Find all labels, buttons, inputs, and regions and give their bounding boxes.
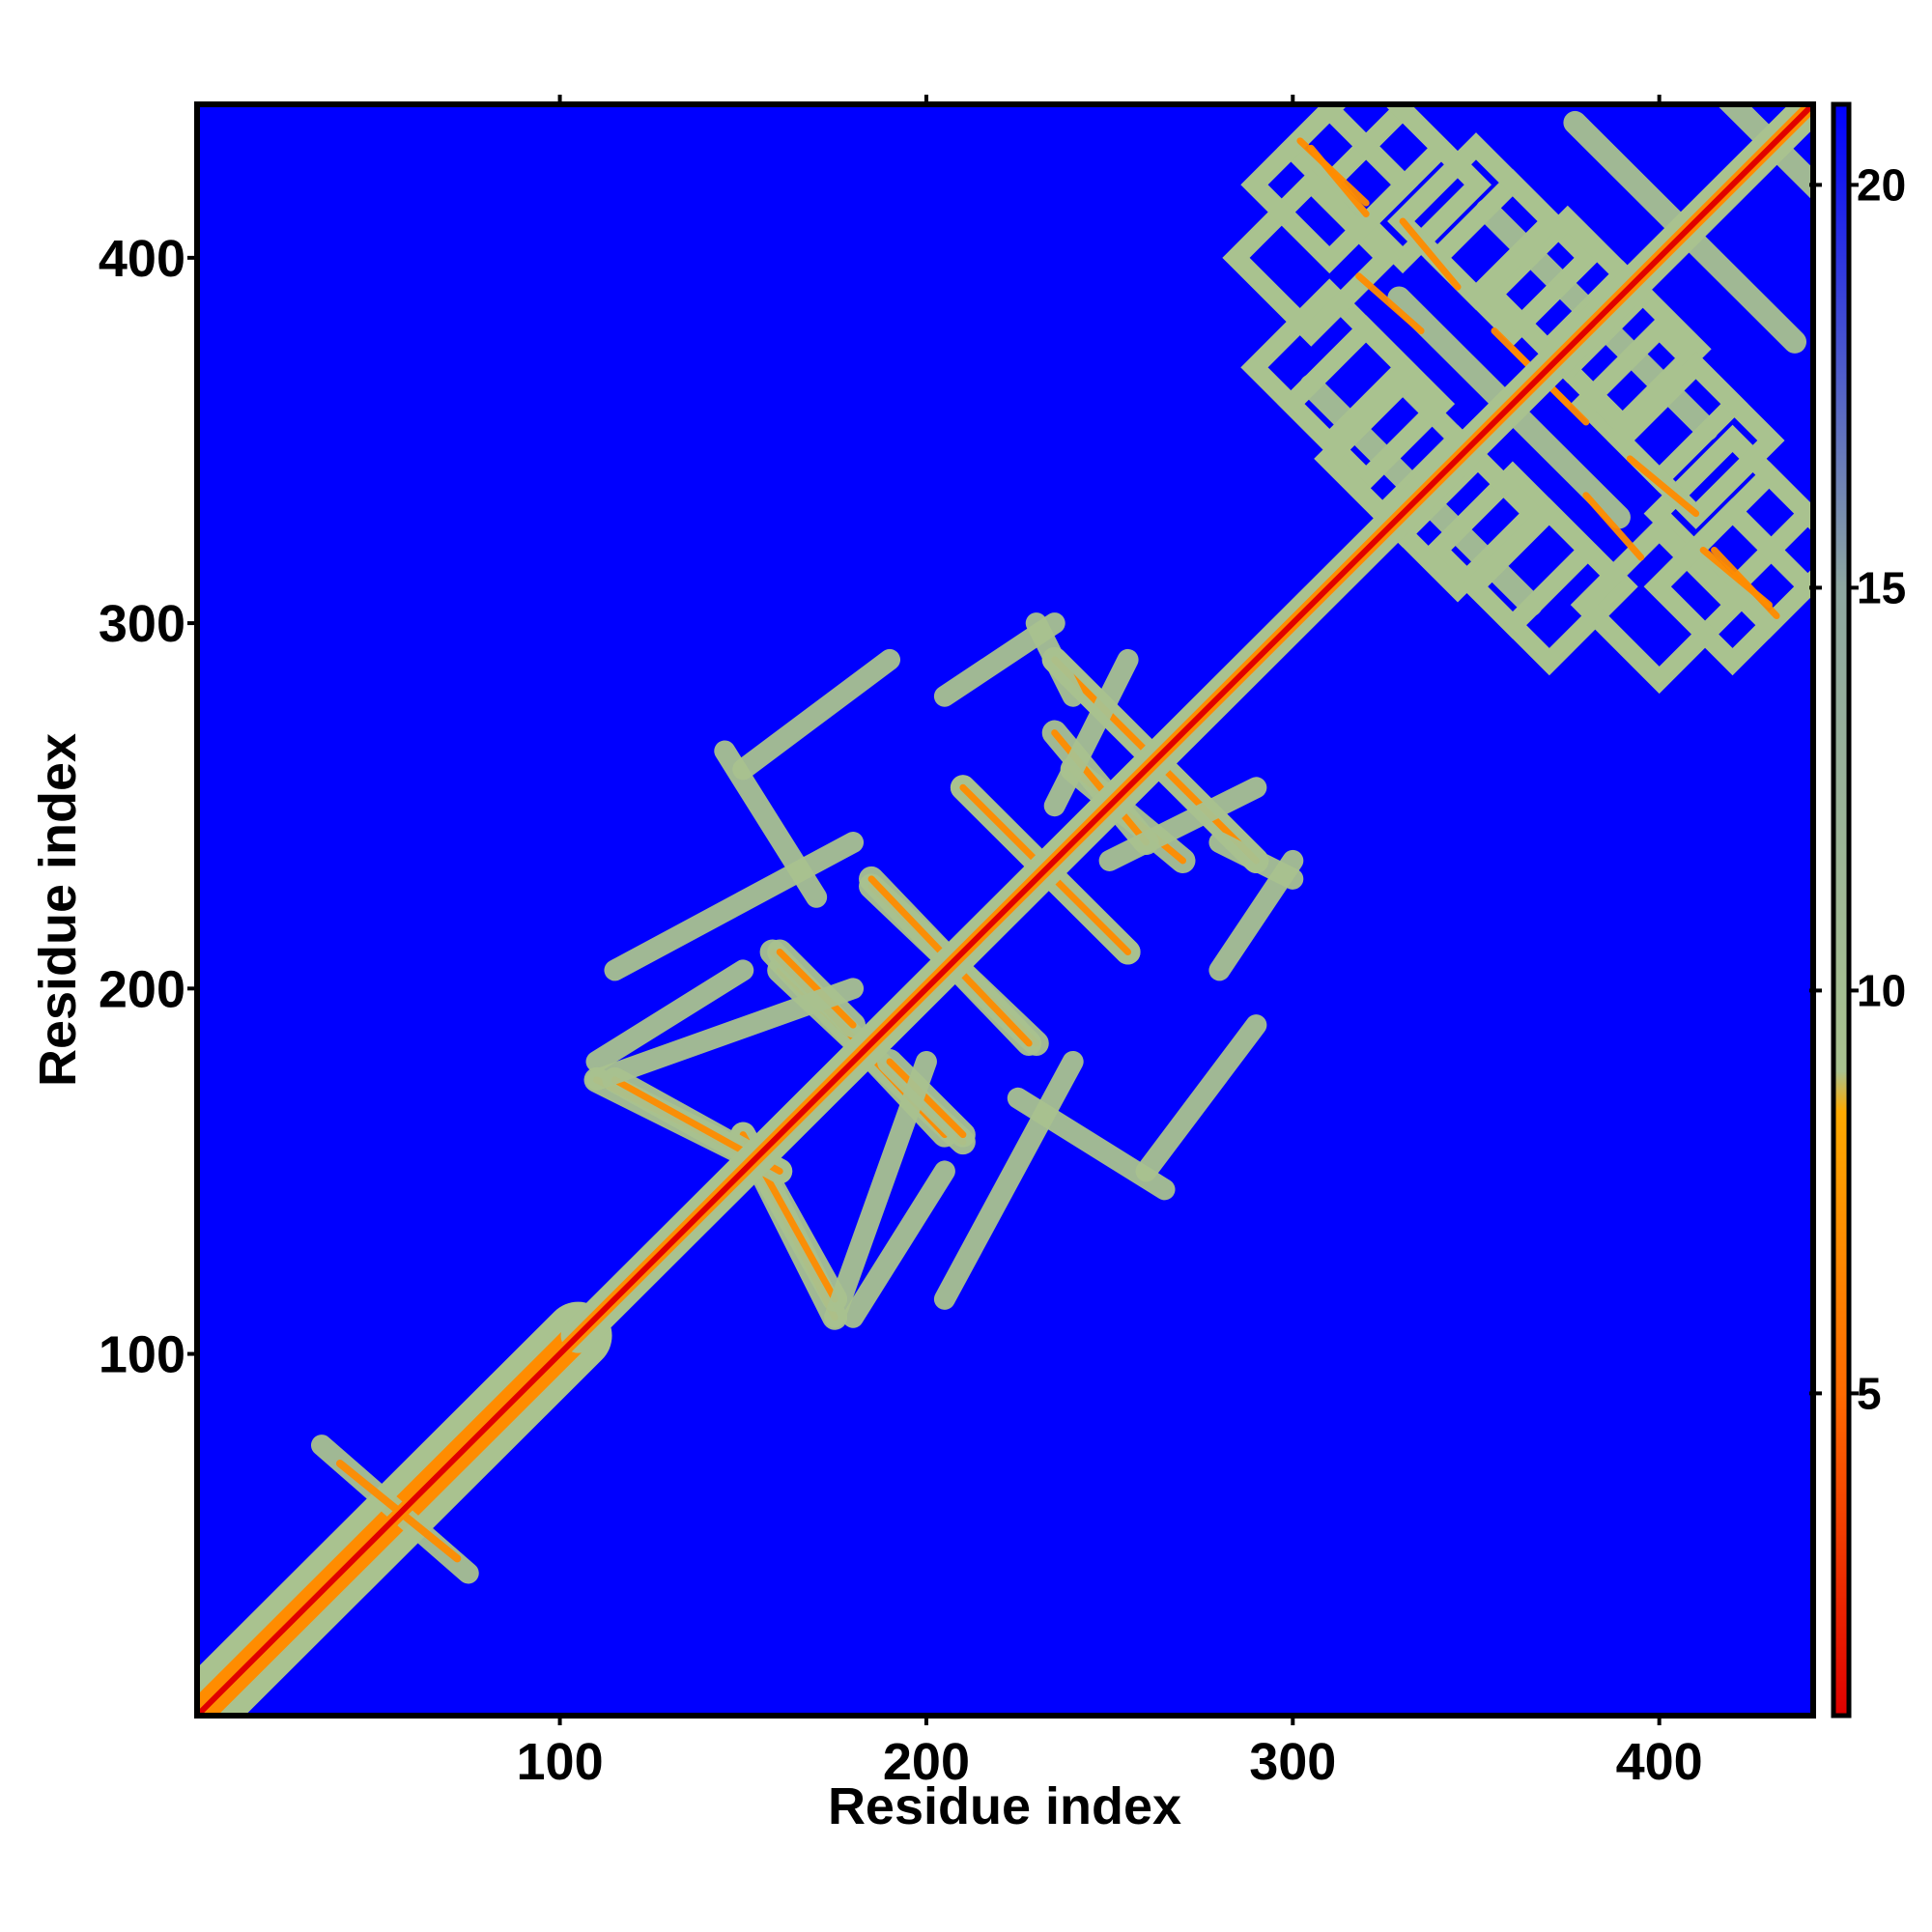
domain2-petal bbox=[842, 1160, 955, 1328]
domain2-petal bbox=[1007, 1087, 1176, 1201]
domain2-arm-core bbox=[1051, 729, 1151, 846]
domain3-diamond bbox=[1643, 497, 1813, 676]
domain3-strand-core bbox=[1296, 137, 1370, 207]
colorbar-ticks: 5 10 15 20 bbox=[1809, 159, 1906, 1418]
domain3-strand-core bbox=[1626, 455, 1700, 518]
heatmap-cells bbox=[197, 104, 1813, 1716]
domain2-petal bbox=[714, 740, 828, 908]
domain2-petal bbox=[1043, 648, 1139, 817]
domain2-petal bbox=[1135, 1014, 1267, 1182]
domain3-diamond bbox=[1240, 278, 1419, 457]
domain3-strand-core bbox=[1711, 546, 1780, 620]
domain2-petal bbox=[585, 959, 754, 1072]
domain3-diamond bbox=[1460, 497, 1638, 676]
domain2-petal bbox=[933, 1050, 1084, 1310]
x-axis-ticks: 100 200 300 400 bbox=[517, 95, 1703, 1791]
colorbar bbox=[1831, 101, 1852, 1719]
colorbar-tick-label: 5 bbox=[1857, 1368, 1882, 1418]
plot-frame bbox=[194, 101, 1816, 1719]
colorbar-tick-label: 15 bbox=[1857, 562, 1906, 612]
y-axis-ticks: 100 200 300 400 bbox=[99, 230, 197, 1384]
colorbar-tick-label: 20 bbox=[1857, 159, 1906, 210]
domain3-diamond bbox=[1570, 516, 1748, 695]
y-tick-label: 100 bbox=[99, 1326, 185, 1384]
x-tick-label: 200 bbox=[883, 1733, 970, 1791]
diagonal-core bbox=[197, 104, 1813, 1716]
x-tick-label: 400 bbox=[1616, 1733, 1703, 1791]
y-tick-label: 200 bbox=[99, 960, 185, 1018]
x-axis-title: Residue index bbox=[828, 1777, 1181, 1835]
y-axis-title: Residue index bbox=[29, 733, 87, 1087]
domain3-diamond bbox=[1240, 104, 1419, 274]
domain3-strand-core bbox=[1582, 492, 1645, 561]
domain2-petal bbox=[1208, 832, 1304, 890]
domain3-strand-core bbox=[1355, 272, 1425, 335]
y-tick-label: 400 bbox=[99, 230, 185, 288]
domain3-diamond bbox=[1222, 168, 1401, 347]
domain2-petal bbox=[732, 648, 900, 781]
domain2-petal bbox=[1025, 612, 1084, 707]
domain2-petal bbox=[585, 978, 865, 1091]
x-tick-label: 300 bbox=[1249, 1733, 1336, 1791]
domain2-arm-core bbox=[886, 1058, 967, 1139]
domain2-petal bbox=[1098, 777, 1267, 871]
domain2-petal bbox=[604, 832, 865, 981]
domain3-strand-core bbox=[1399, 217, 1462, 291]
colorbar-tick-label: 10 bbox=[1857, 965, 1906, 1015]
domain2-petal bbox=[824, 1050, 937, 1328]
domain2-arm-core bbox=[776, 948, 857, 1029]
x-tick-label: 100 bbox=[517, 1733, 604, 1791]
y-tick-label: 300 bbox=[99, 595, 185, 653]
